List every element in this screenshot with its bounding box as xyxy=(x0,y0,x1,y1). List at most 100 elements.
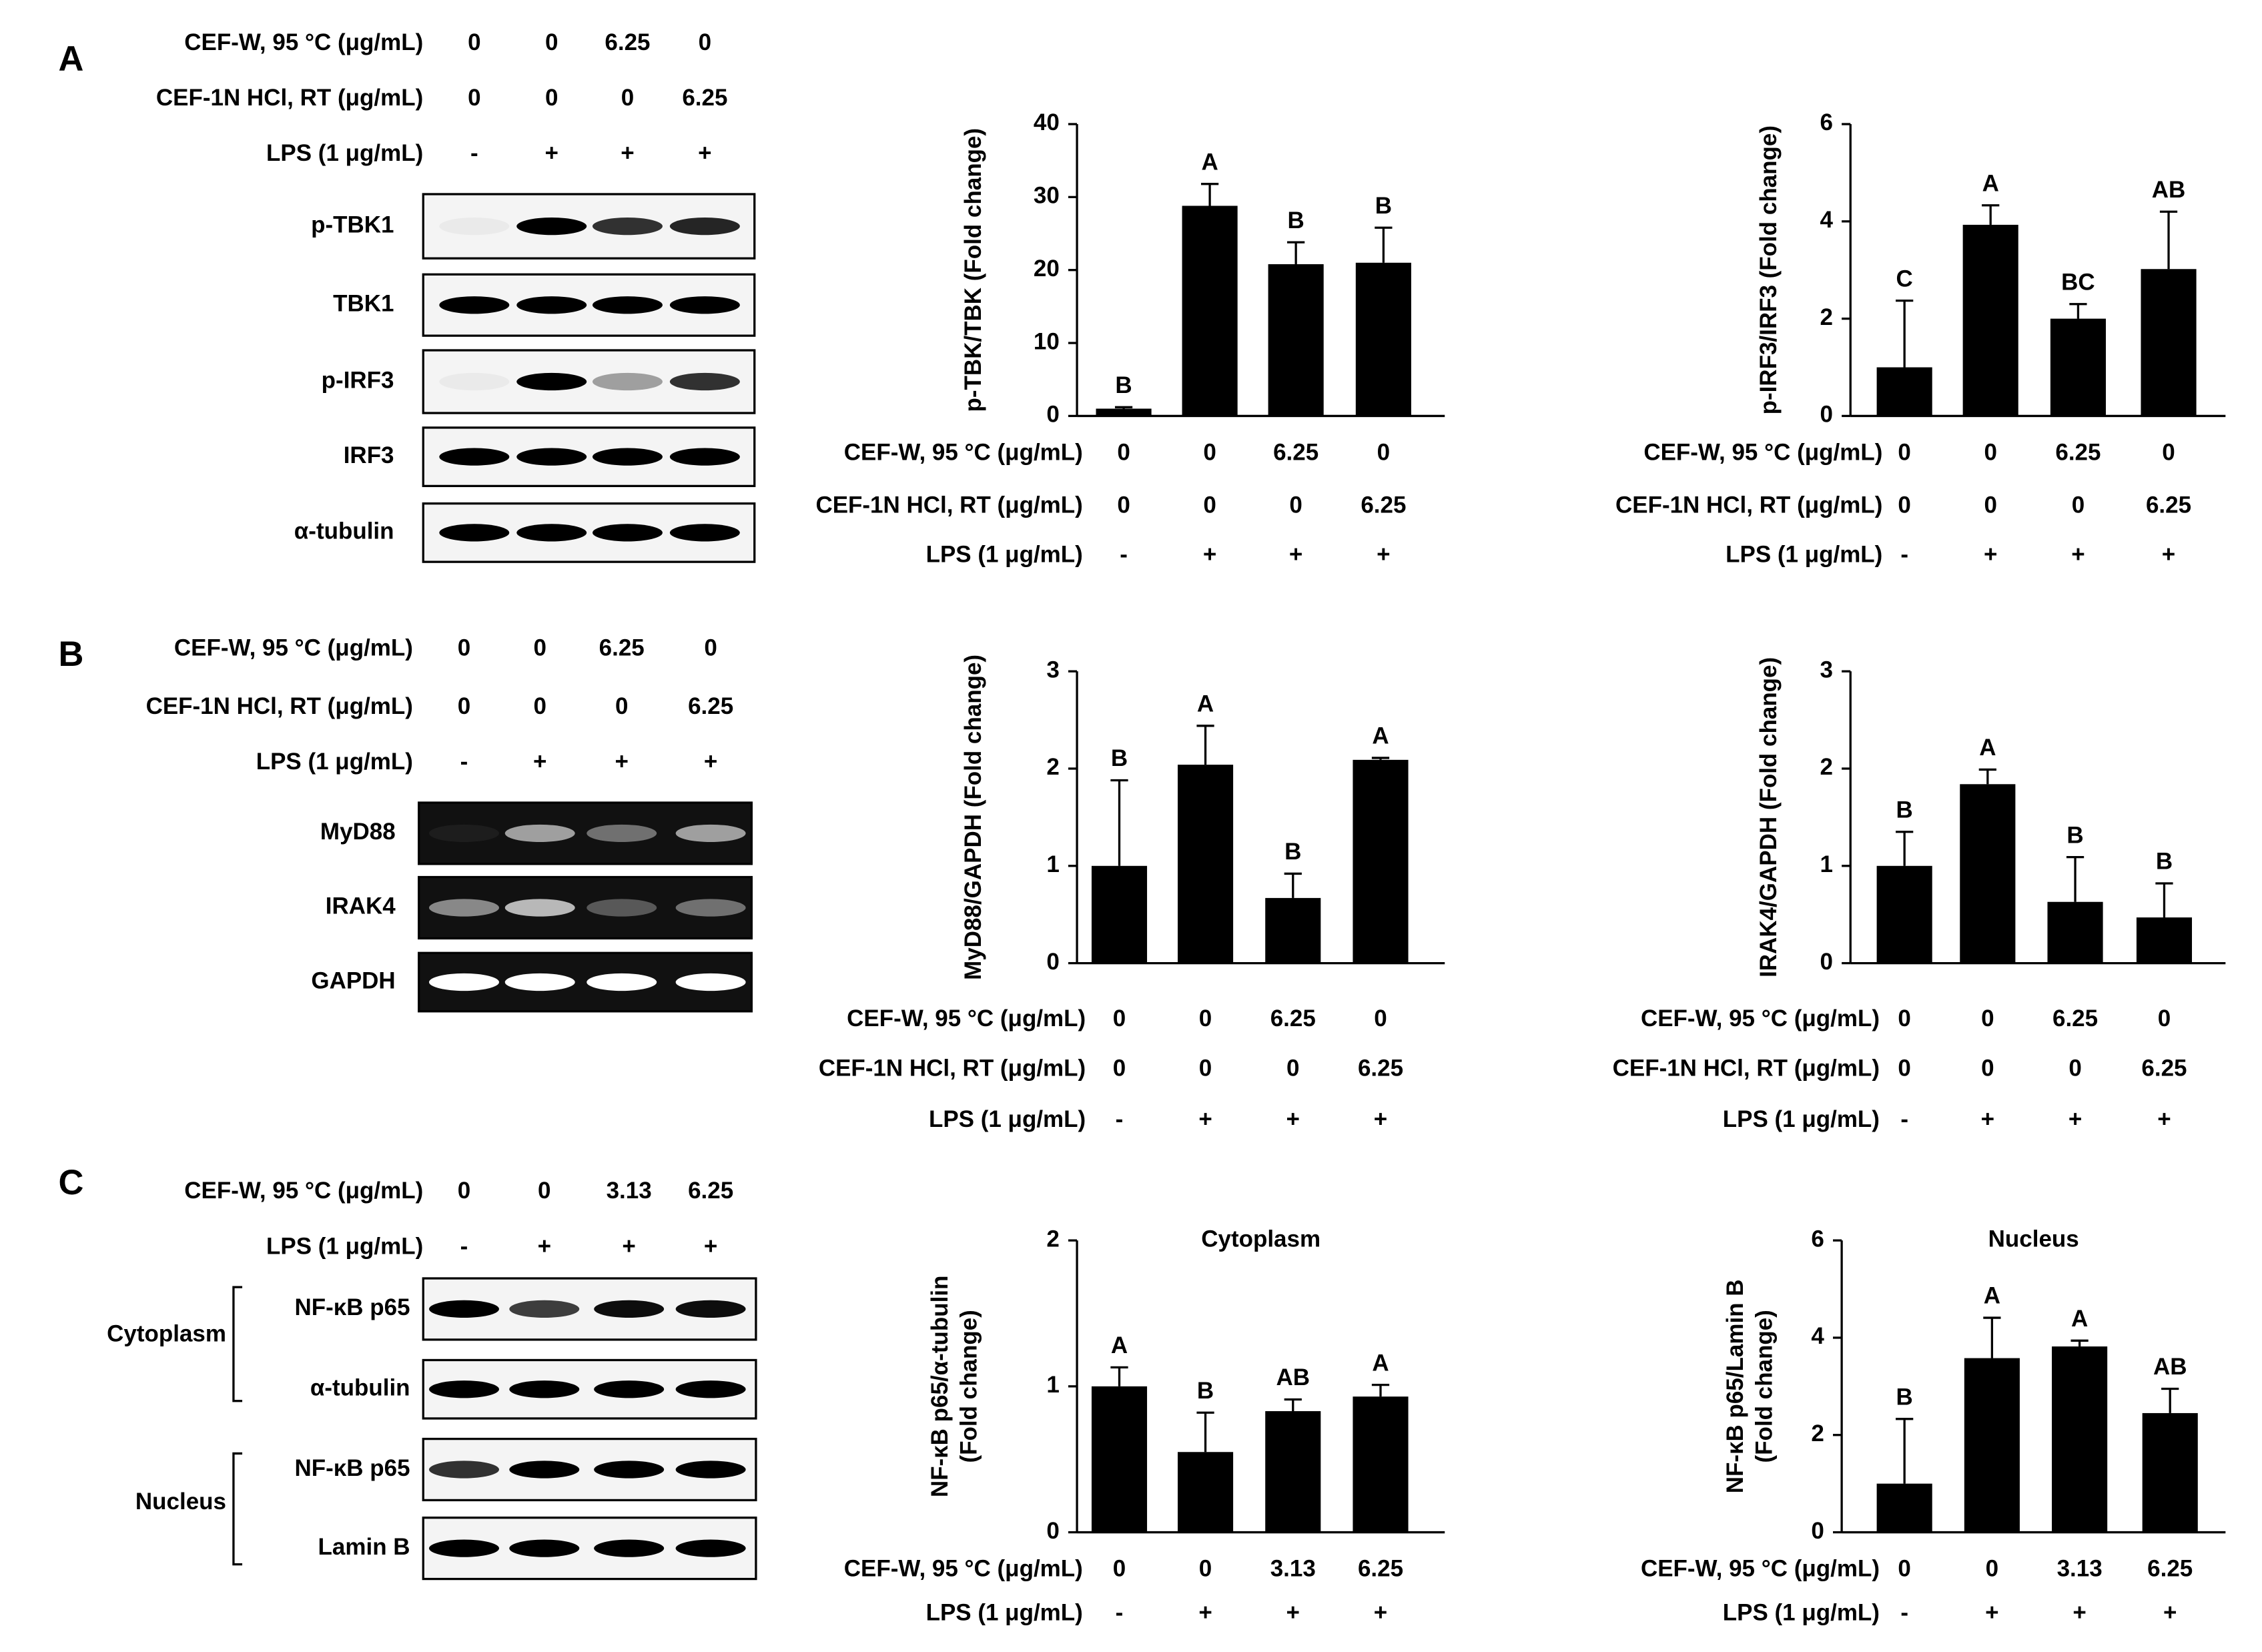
y-axis-label: (Fold change) xyxy=(1752,1310,1778,1463)
panel-label: C xyxy=(58,1163,83,1202)
x-table-value: 6.25 xyxy=(2141,1055,2187,1081)
bar xyxy=(1268,264,1324,416)
band xyxy=(509,1539,580,1557)
significance-letter: B xyxy=(1115,372,1132,398)
x-table-value: + xyxy=(1984,542,1997,568)
bar xyxy=(1265,897,1321,963)
y-tick-label: 30 xyxy=(1034,183,1060,209)
band xyxy=(669,217,740,236)
bar xyxy=(1876,865,1932,963)
x-table-value: 0 xyxy=(1199,1556,1212,1582)
x-table-value: + xyxy=(2068,1106,2082,1132)
band xyxy=(429,1539,499,1557)
band xyxy=(592,524,663,542)
x-table-value: 3.13 xyxy=(2057,1556,2103,1582)
x-table-value: + xyxy=(1289,542,1302,568)
band xyxy=(675,1539,746,1557)
y-tick-label: 3 xyxy=(1046,657,1059,683)
x-table-value: 6.25 xyxy=(1361,492,1406,518)
x-table-value: + xyxy=(1203,542,1216,568)
significance-letter: AB xyxy=(2152,177,2186,203)
x-table-value: + xyxy=(2163,1599,2177,1625)
band xyxy=(592,448,663,466)
band xyxy=(439,217,510,236)
band xyxy=(439,372,510,391)
band xyxy=(516,448,587,466)
condition-label: CEF-W, 95 °C (μg/mL) xyxy=(184,1178,423,1204)
bar xyxy=(1964,1358,2020,1533)
x-table-value: - xyxy=(1120,542,1128,568)
x-table-value: 0 xyxy=(1286,1055,1299,1081)
x-table-value: 0 xyxy=(1113,1556,1126,1582)
condition-value: + xyxy=(704,1233,717,1259)
x-table-value: 6.25 xyxy=(1273,440,1318,466)
band xyxy=(429,973,499,991)
bar xyxy=(1876,1483,1932,1533)
condition-value: 6.25 xyxy=(682,85,727,111)
band xyxy=(439,448,510,466)
x-table-value: + xyxy=(1374,1599,1387,1625)
bar xyxy=(1177,1452,1234,1533)
x-table-value: - xyxy=(1900,542,1908,568)
y-tick-label: 20 xyxy=(1034,256,1060,282)
x-table-value: 0 xyxy=(1986,1556,1998,1582)
condition-value: 0 xyxy=(538,1178,550,1204)
band-label: NF-κB p65 xyxy=(295,1294,410,1320)
condition-label: CEF-1N HCl, RT (μg/mL) xyxy=(156,85,423,111)
y-tick-label: 1 xyxy=(1046,1372,1059,1398)
condition-value: 0 xyxy=(533,693,546,719)
panel-label: B xyxy=(58,635,83,674)
y-axis-label: (Fold change) xyxy=(956,1310,982,1463)
band xyxy=(429,824,499,843)
band xyxy=(587,973,657,991)
significance-letter: B xyxy=(1197,1378,1214,1404)
condition-label: LPS (1 μg/mL) xyxy=(256,749,413,775)
significance-letter: B xyxy=(1288,208,1304,234)
x-table-value: 6.25 xyxy=(2055,440,2101,466)
x-table-label: LPS (1 μg/mL) xyxy=(1723,1599,1880,1625)
x-table-value: 6.25 xyxy=(1358,1055,1403,1081)
bar xyxy=(1096,408,1152,416)
y-tick-label: 4 xyxy=(1811,1323,1824,1349)
band xyxy=(669,372,740,391)
bar xyxy=(1182,205,1238,416)
y-tick-label: 1 xyxy=(1820,851,1833,877)
y-tick-label: 40 xyxy=(1034,109,1060,135)
x-table-value: 0 xyxy=(1981,1005,1994,1031)
condition-value: 0 xyxy=(615,693,628,719)
band xyxy=(675,973,746,991)
x-table-value: 0 xyxy=(1898,1005,1910,1031)
x-table-value: 0 xyxy=(1289,492,1302,518)
condition-value: - xyxy=(460,749,468,775)
significance-letter: B xyxy=(2156,849,2173,875)
bar xyxy=(1091,865,1148,963)
band xyxy=(592,372,663,391)
condition-label: CEF-1N HCl, RT (μg/mL) xyxy=(146,693,413,719)
condition-value: + xyxy=(621,140,634,166)
x-table-label: CEF-1N HCl, RT (μg/mL) xyxy=(1613,1055,1880,1081)
condition-label: LPS (1 μg/mL) xyxy=(266,1233,423,1259)
condition-value: 0 xyxy=(545,29,558,55)
band xyxy=(587,824,657,843)
significance-letter: A xyxy=(1982,170,1999,196)
x-table-value: - xyxy=(1116,1599,1124,1625)
band-label: NF-κB p65 xyxy=(295,1455,410,1481)
x-table-value: 0 xyxy=(1113,1005,1126,1031)
y-tick-label: 0 xyxy=(1820,402,1833,428)
band xyxy=(429,1461,499,1479)
y-tick-label: 0 xyxy=(1811,1518,1824,1544)
significance-letter: BC xyxy=(2061,269,2095,295)
x-table-value: + xyxy=(1981,1106,1994,1132)
x-table-value: 6.25 xyxy=(2147,1556,2193,1582)
condition-value: + xyxy=(533,749,546,775)
band xyxy=(594,1300,665,1318)
x-table-value: - xyxy=(1116,1106,1124,1132)
x-table-label: CEF-W, 95 °C (μg/mL) xyxy=(1641,1005,1880,1031)
condition-value: - xyxy=(460,1233,468,1259)
x-table-value: + xyxy=(1374,1106,1387,1132)
band xyxy=(509,1461,580,1479)
y-axis-label: p-TBK/TBK (Fold change) xyxy=(960,128,986,412)
panel-label: A xyxy=(58,39,83,79)
